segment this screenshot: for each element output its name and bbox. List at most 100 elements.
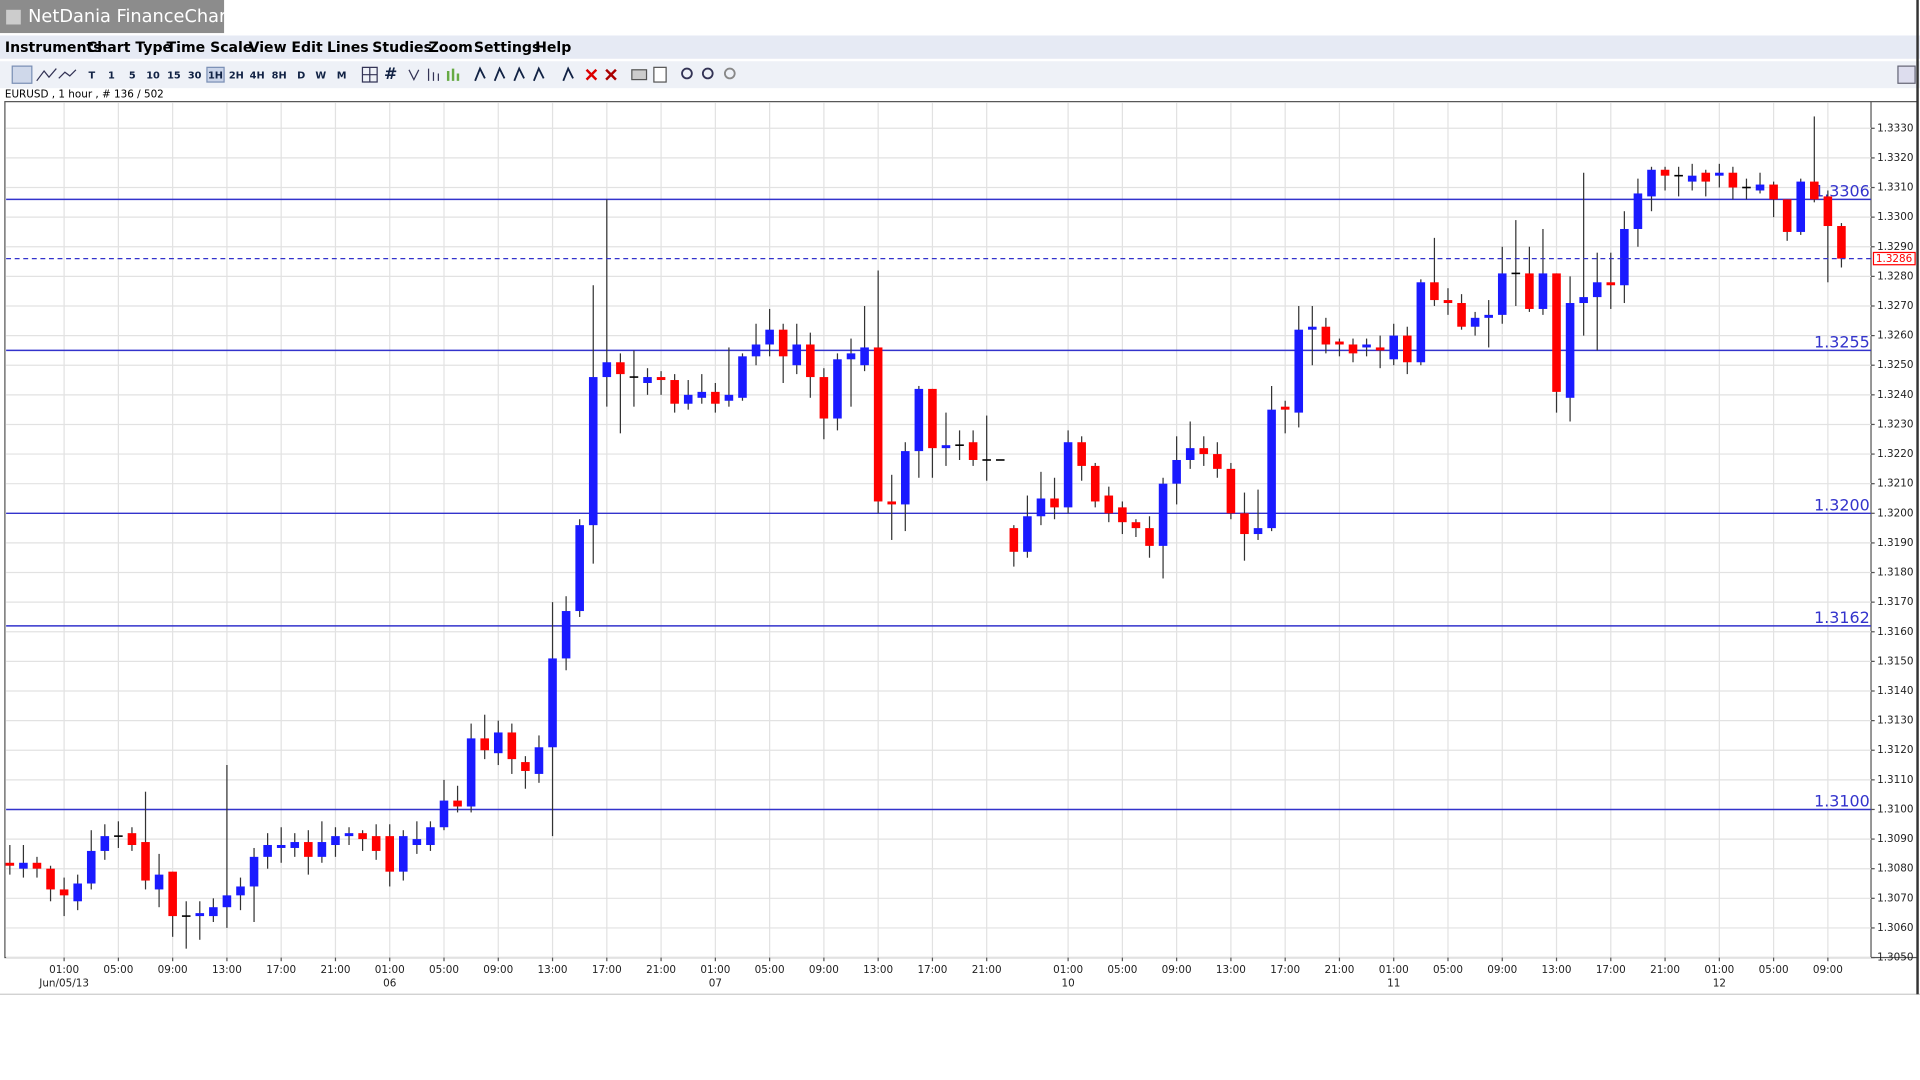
pin-button[interactable] <box>1897 65 1916 84</box>
toolbar-label: 30 <box>188 70 202 81</box>
tool-icon[interactable] <box>605 68 617 81</box>
x-tick-label: 09:00 <box>809 964 839 976</box>
y-tick-label: 1.3290 <box>1877 241 1913 253</box>
tool-icon[interactable] <box>446 68 460 81</box>
toolbar <box>0 61 1920 89</box>
x-tick-label: 01:00 <box>1704 964 1734 976</box>
toolbar-label: 10 <box>146 70 160 81</box>
menu-item[interactable]: Time Scale <box>167 40 253 56</box>
candle-body <box>1090 465 1100 502</box>
candle-body <box>1280 406 1290 410</box>
candle-body <box>493 732 503 754</box>
candle-body <box>1131 522 1141 529</box>
menu-item[interactable]: Studies <box>372 40 432 56</box>
tool-icon[interactable] <box>427 68 439 81</box>
menu-item[interactable]: Help <box>535 40 571 56</box>
y-tick-label: 1.3250 <box>1877 359 1913 371</box>
candle-body <box>371 836 381 851</box>
menu-item[interactable]: View <box>249 40 287 56</box>
title-tab <box>0 0 225 34</box>
toolbar-button[interactable] <box>206 66 225 83</box>
tool-icon[interactable] <box>408 69 420 81</box>
tool-icon[interactable] <box>681 67 693 80</box>
tool-icon[interactable]: # <box>384 64 397 83</box>
candle-body <box>1457 303 1466 327</box>
last-price-label: 1.3286 <box>1876 253 1912 265</box>
candle-body <box>344 833 354 837</box>
toolbar-group: # T 1 5 10 15 30 1H 2H 4H 8H D W M <box>11 64 1916 84</box>
window-title: NetDania FinanceChart <box>28 7 233 27</box>
candle-body <box>1497 273 1507 315</box>
candle-body <box>1240 513 1249 535</box>
x-tick-label: 17:00 <box>917 964 947 976</box>
y-tick-label: 1.3330 <box>1877 122 1913 134</box>
candle-body <box>1701 172 1711 182</box>
menu-item[interactable]: Lines <box>327 40 369 56</box>
menu-item[interactable]: Chart Type <box>87 40 172 56</box>
x-tick-label: 13:00 <box>538 964 568 976</box>
candle-body <box>1253 528 1263 535</box>
toolbar-label: 2H <box>229 70 244 81</box>
y-tick-label: 1.3050 <box>1877 952 1913 964</box>
tool-icon[interactable] <box>723 67 736 80</box>
candle-body <box>914 388 924 452</box>
candle-body <box>59 889 69 896</box>
tool-icon[interactable] <box>701 67 714 80</box>
tool-icon[interactable] <box>585 68 598 81</box>
candle-body <box>1118 507 1127 523</box>
x-tick-label: 05:00 <box>1433 964 1463 976</box>
candle-body <box>1308 326 1317 330</box>
tool-icon[interactable] <box>361 66 378 83</box>
x-date-label: 12 <box>1713 977 1726 989</box>
candle-body <box>1145 528 1154 546</box>
candle-body <box>127 833 137 846</box>
candle-body <box>1185 448 1195 460</box>
y-tick-label: 1.3300 <box>1877 211 1913 223</box>
x-tick-label: 13:00 <box>863 964 893 976</box>
candle-body <box>1009 528 1019 552</box>
candle-body <box>1036 498 1046 517</box>
candle-body <box>100 836 110 851</box>
candle-body <box>656 377 666 381</box>
menu-item[interactable]: Instruments <box>5 40 102 56</box>
candle-body <box>1402 335 1412 363</box>
candle-body <box>507 732 517 760</box>
tool-icon[interactable] <box>653 66 667 83</box>
menu-item[interactable]: Edit <box>291 40 323 56</box>
tool-icon[interactable] <box>58 69 77 79</box>
menu-item[interactable]: Zoom <box>429 40 473 56</box>
x-tick-label: 17:00 <box>592 964 622 976</box>
menu-item[interactable]: Settings <box>474 40 540 56</box>
y-tick-label: 1.3070 <box>1877 892 1913 904</box>
y-tick-label: 1.3120 <box>1877 744 1913 756</box>
y-tick-label: 1.3230 <box>1877 418 1913 430</box>
candle-body <box>887 501 897 505</box>
x-tick-label: 05:00 <box>1759 964 1789 976</box>
plot-frame <box>4 101 1919 959</box>
x-tick-label: 05:00 <box>1107 964 1137 976</box>
x-tick-label: 01:00 <box>1379 964 1409 976</box>
toolbar-label: 1H <box>208 70 223 81</box>
candle-body <box>358 833 367 840</box>
tool-icon[interactable] <box>631 69 648 81</box>
toolbar-label: W <box>315 70 326 81</box>
x-tick-label: 09:00 <box>158 964 188 976</box>
tool-icon[interactable] <box>474 66 574 82</box>
candle-body <box>561 611 571 659</box>
x-tick-label: 17:00 <box>1270 964 1300 976</box>
x-tick-label: 21:00 <box>972 964 1002 976</box>
candle-body <box>1538 273 1548 309</box>
x-tick-label: 01:00 <box>700 964 730 976</box>
candle-body <box>1063 442 1073 508</box>
tool-icon[interactable] <box>11 65 33 84</box>
candle-body <box>304 842 313 857</box>
x-date-label: 07 <box>709 977 722 989</box>
x-tick-label: 21:00 <box>1324 964 1354 976</box>
y-tick-label: 1.3110 <box>1877 774 1913 786</box>
x-tick-label: 09:00 <box>1487 964 1517 976</box>
x-tick-label: 13:00 <box>212 964 242 976</box>
candle-body <box>1606 282 1616 286</box>
tool-icon[interactable] <box>36 68 57 82</box>
